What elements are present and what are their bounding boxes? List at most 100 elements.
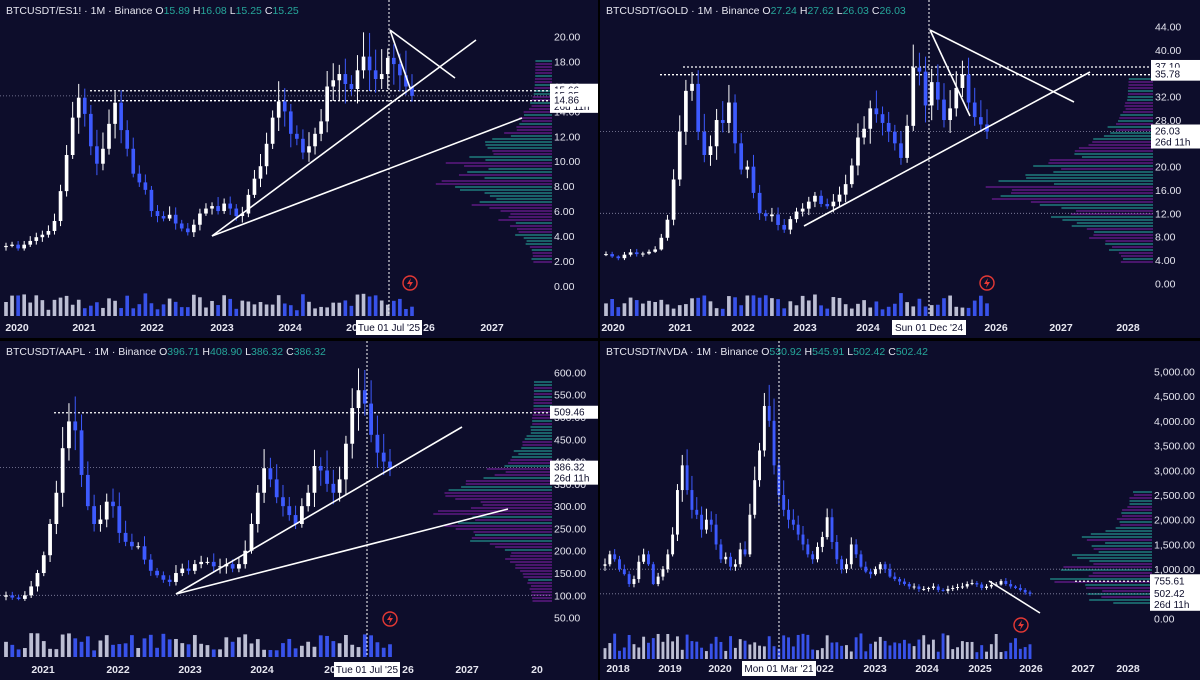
candle-body <box>29 586 34 596</box>
volume-bar <box>936 651 940 659</box>
volume-profile-bar <box>1128 84 1153 86</box>
volume-profile-bar <box>1074 150 1153 152</box>
candles <box>4 32 414 251</box>
volume-profile-bar <box>1011 192 1153 194</box>
volume-profile-bar <box>535 69 552 71</box>
x-tick-label: 2027 <box>1049 322 1073 334</box>
candle-body <box>927 587 931 589</box>
volume-profile-bar <box>1122 515 1152 517</box>
volume-bar <box>912 646 916 659</box>
candle-body <box>264 143 269 167</box>
candle-body <box>954 87 959 109</box>
volume-profile-bar <box>1094 231 1153 233</box>
candle-body <box>155 570 159 576</box>
volume-bar <box>603 648 607 659</box>
volume-profile-bar <box>998 180 1153 182</box>
volume-bar <box>748 644 752 659</box>
x-tick-label: 2026 <box>1019 663 1043 675</box>
volume-bar <box>733 647 737 659</box>
volume-bar <box>800 295 805 316</box>
chart-legend: BTCUSDT/GOLD · 1M · Binance O27.24 H27.62… <box>606 5 906 17</box>
volume-profile-bar <box>528 579 552 581</box>
volume-bar <box>16 295 20 316</box>
volume-bar <box>299 645 304 657</box>
candle-body <box>398 64 402 76</box>
volume-bar <box>379 300 384 316</box>
candle-body <box>801 534 805 545</box>
volume-bar <box>369 635 374 657</box>
x-tick-label: 2028 <box>1116 322 1140 334</box>
volume-profile-bar <box>1049 159 1153 161</box>
volume-bar <box>819 305 823 316</box>
candle-body <box>951 587 955 589</box>
candle-body <box>946 588 950 591</box>
candle-body <box>892 131 897 144</box>
volume-bar <box>318 635 323 657</box>
legend-low: 386.32 <box>250 346 284 358</box>
volume-profile-bar <box>535 66 552 68</box>
candle-body <box>234 208 239 217</box>
candle-body <box>123 532 128 542</box>
volume-bar <box>1023 647 1027 659</box>
candle-body <box>854 544 858 555</box>
y-tick-label: 2,000.00 <box>1154 515 1195 527</box>
volume-profile-bar <box>1054 581 1152 583</box>
volume-bar <box>794 305 799 316</box>
legend-close: 502.42 <box>895 346 928 358</box>
chart-panel-btc-aapl[interactable]: 600.00550.00500.00450.00400.00350.00300.… <box>0 341 598 680</box>
volume-profile-bar <box>438 510 552 512</box>
volume-profile-bar <box>1050 578 1152 580</box>
volume-bar <box>690 641 694 659</box>
volume-bar <box>130 635 134 657</box>
candle-body <box>299 506 304 524</box>
volume-bar <box>10 644 15 657</box>
volume-profile-bar <box>532 417 552 419</box>
chart-panel-btc-gold[interactable]: 44.0040.0036.0032.0028.0024.0020.0016.00… <box>600 0 1200 338</box>
volume-bar <box>675 636 679 659</box>
cursor-label: Tue 01 Jul '25 <box>336 665 399 676</box>
volume-bar <box>960 641 964 659</box>
volume-profile-bar <box>487 147 552 149</box>
volume-profile-bar <box>1117 120 1153 122</box>
volume-profile-bar <box>1128 78 1153 80</box>
volume-profile-bar <box>461 486 552 488</box>
volume-bar <box>733 297 737 316</box>
volume-profile-bar <box>1133 494 1152 496</box>
volume-bar <box>719 641 723 659</box>
volume-profile-bar <box>1076 222 1153 224</box>
volume-profile-bar <box>457 522 552 524</box>
volume-profile-bar <box>1033 165 1153 167</box>
price-label-box <box>550 93 598 107</box>
cursor-label-box <box>742 661 816 676</box>
volume-bar <box>724 650 728 659</box>
volume-bar <box>240 300 245 316</box>
candle-body <box>704 519 708 530</box>
volume-bar <box>54 649 59 657</box>
candle-body <box>331 80 336 87</box>
volume-profile-bar <box>532 255 552 257</box>
chart-panel-btc-es[interactable]: 20.0018.0016.0014.0012.0010.008.006.004.… <box>0 0 598 338</box>
volume-profile-bar <box>1030 201 1153 203</box>
volume-bar <box>325 635 329 657</box>
volume-bar <box>845 645 848 659</box>
y-tick-label: 1,500.00 <box>1154 539 1195 551</box>
chart-panel-btc-nvda[interactable]: 5,000.00 4,500.00 4,000.00 3,500.00 3,000.00… <box>600 341 1200 680</box>
candle-body <box>690 490 694 510</box>
candle-body <box>1014 586 1017 588</box>
volume-profile-bar <box>511 456 552 458</box>
volume-profile-bar <box>531 249 552 251</box>
volume-profile-bar <box>1105 542 1152 544</box>
candle-body <box>745 166 750 170</box>
legend-high: 408.90 <box>210 346 243 358</box>
volume-bar <box>1018 648 1022 659</box>
volume-profile-bar <box>475 534 552 536</box>
volume-profile-bar <box>448 489 552 491</box>
candle-body <box>54 492 59 524</box>
volume-profile-bar <box>1092 572 1152 574</box>
volume-bar <box>52 299 57 316</box>
volume-bar <box>48 648 52 657</box>
volume-profile-bar <box>516 228 552 230</box>
volume-bar <box>659 299 664 316</box>
price-label-countdown: 26d 11h <box>554 474 589 485</box>
trend-line <box>211 117 523 237</box>
